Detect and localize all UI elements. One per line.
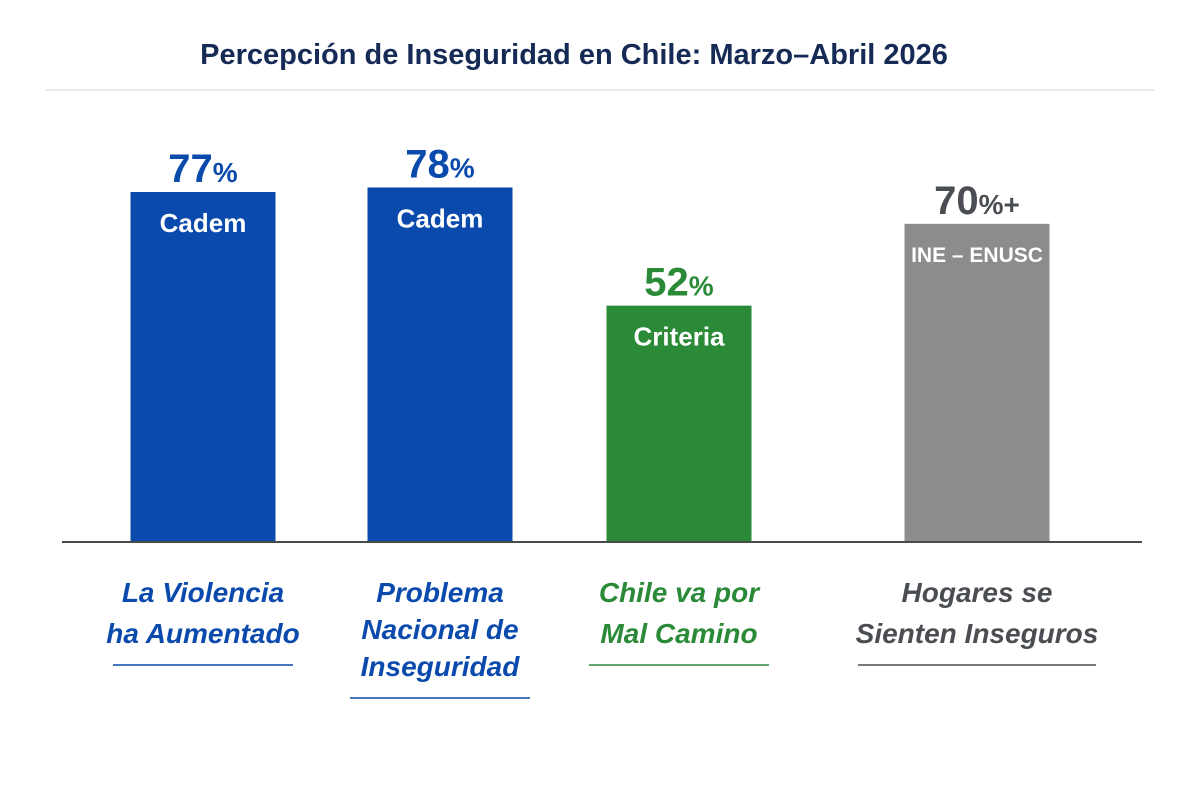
bar-group: 77% Cadem La Violencia ha Aumentado: [106, 147, 300, 666]
bar-group: 70%+ INE – ENUSC Hogares se Sienten Insegur…: [856, 179, 1099, 666]
chart-title: Percepción de Inseguridad en Chile: Marz…: [200, 39, 948, 71]
bar-source-label: Cadem: [160, 208, 247, 238]
bar: [130, 192, 276, 542]
bar: [904, 223, 1050, 542]
bars-layer: 77% Cadem La Violencia ha Aumentado 78% Cadem…: [106, 142, 1099, 699]
x-tick-label: Problema Nacional de Inseguridad: [361, 577, 521, 682]
bar-source-label: Cadem: [397, 203, 484, 233]
bar: [367, 187, 513, 543]
bar-value-label: 52%: [644, 261, 714, 305]
bar-value-label: 70%+: [934, 179, 1020, 223]
bar-source-label: INE – ENUSC: [911, 244, 1043, 267]
bar-value-label: 78%: [405, 142, 475, 186]
bar-value-label: 77%: [168, 147, 238, 191]
bar-group: 78% Cadem Problema Nacional de Inseguridad: [350, 142, 530, 699]
x-tick-label: Chile va por Mal Camino: [599, 577, 761, 649]
bar-source-label: Criteria: [633, 322, 725, 352]
x-tick-label: La Violencia ha Aumentado: [106, 577, 299, 649]
x-tick-label: Hogares se Sienten Inseguros: [856, 577, 1099, 649]
bar: [606, 305, 752, 542]
bar-group: 52% Criteria Chile va por Mal Camino: [589, 261, 769, 666]
